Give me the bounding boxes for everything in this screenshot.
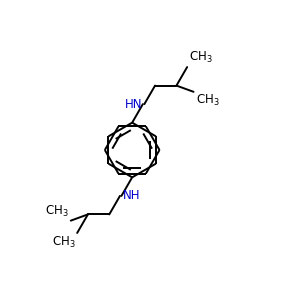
Text: CH$_3$: CH$_3$: [196, 93, 220, 108]
Text: HN: HN: [125, 98, 143, 111]
Text: NH: NH: [123, 189, 140, 203]
Text: CH$_3$: CH$_3$: [52, 235, 76, 250]
Text: CH$_3$: CH$_3$: [45, 204, 68, 219]
Text: CH$_3$: CH$_3$: [189, 50, 212, 65]
